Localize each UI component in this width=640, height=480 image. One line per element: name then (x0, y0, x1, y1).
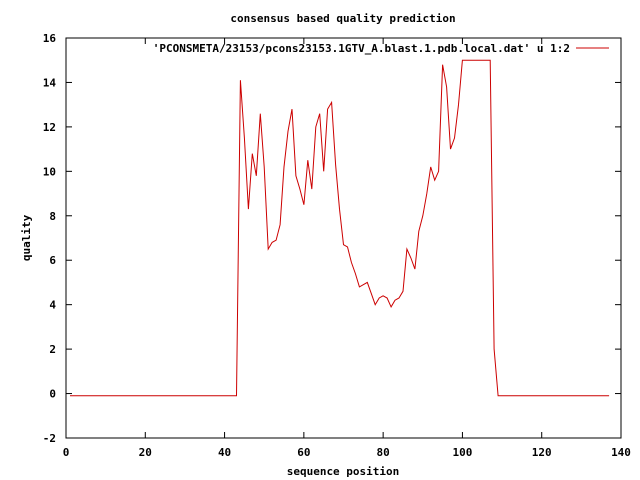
x-tick-label: 140 (611, 446, 631, 459)
series-group (70, 59, 610, 397)
y-tick-label: -2 (43, 432, 56, 445)
y-axis: -2 0 2 4 6 8 10 12 14 16 (43, 32, 621, 445)
y-tick-label: 14 (43, 76, 57, 89)
y-tick-label: 0 (49, 388, 56, 401)
legend-label: 'PCONSMETA/23153/pcons23153.1GTV_A.blast… (153, 42, 570, 55)
chart-title: consensus based quality prediction (230, 12, 455, 25)
y-tick-label: 16 (43, 32, 57, 45)
y-tick-label: 4 (49, 299, 56, 312)
legend: 'PCONSMETA/23153/pcons23153.1GTV_A.blast… (153, 42, 609, 55)
x-axis: 0 20 40 60 80 100 120 140 (63, 38, 631, 459)
y-tick-label: 8 (49, 210, 56, 223)
x-tick-label: 60 (297, 446, 310, 459)
x-axis-label: sequence position (287, 465, 400, 478)
x-tick-label: 0 (63, 446, 70, 459)
y-tick-label: 6 (49, 254, 56, 267)
x-tick-label: 40 (218, 446, 231, 459)
x-tick-label: 80 (377, 446, 390, 459)
y-tick-label: 12 (43, 121, 56, 134)
y-axis-label: quality (20, 214, 33, 261)
x-tick-label: 20 (139, 446, 152, 459)
plot-frame (65, 37, 622, 439)
y-tick-label: 10 (43, 165, 56, 178)
y-tick-label: 2 (49, 343, 56, 356)
x-tick-label: 120 (532, 446, 552, 459)
x-tick-label: 100 (452, 446, 472, 459)
series-line (70, 59, 610, 397)
